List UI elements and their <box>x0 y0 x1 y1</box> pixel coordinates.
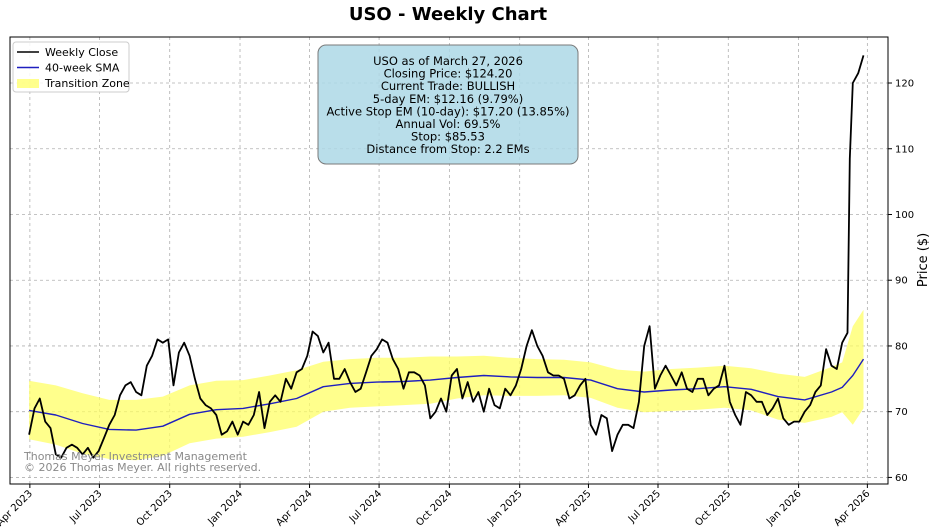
info-box-line: Annual Vol: 69.5% <box>396 117 501 131</box>
info-box-line: 5-day EM: $12.16 (9.79%) <box>373 92 523 106</box>
x-tick-label: Jan 2026 <box>764 488 804 528</box>
y-tick-label: 80 <box>895 341 908 352</box>
y-tick-label: 110 <box>895 144 914 155</box>
info-box-line: Distance from Stop: 2.2 EMs <box>366 142 529 156</box>
legend-label: 40-week SMA <box>45 62 120 75</box>
watermark: Thomas Meyer Investment Management © 202… <box>23 450 261 474</box>
y-tick-label: 60 <box>895 473 908 484</box>
series-layer <box>28 55 865 459</box>
x-tick-label: Apr 2024 <box>274 488 314 528</box>
x-tick-label: Apr 2026 <box>832 488 872 528</box>
x-tick-label: Jan 2025 <box>485 488 525 528</box>
transition-zone-layer <box>29 309 864 461</box>
x-tick-label: Oct 2025 <box>693 488 733 528</box>
legend-label: Transition Zone <box>44 77 130 90</box>
legend-swatch-transition-zone <box>17 79 39 88</box>
weekly-close-line <box>28 55 865 459</box>
y-axis-label: Price ($) <box>916 233 931 287</box>
info-box-line: Stop: $85.53 <box>411 130 485 144</box>
info-box-background <box>317 44 579 165</box>
y-tick-label: 100 <box>895 210 914 221</box>
x-tick-label: Jul 2025 <box>626 488 663 525</box>
legend-box <box>12 41 130 93</box>
y-tick-label: 70 <box>895 407 908 418</box>
info-box-line: Active Stop EM (10-day): $17.20 (13.85%) <box>326 104 569 118</box>
x-tick-label: Jul 2024 <box>347 488 384 525</box>
info-box-line: Closing Price: $124.20 <box>384 67 513 81</box>
y-tick-label: 90 <box>895 276 908 287</box>
y-tick-label: 120 <box>895 79 914 90</box>
transition-zone-band <box>29 309 864 461</box>
watermark-line-2: © 2026 Thomas Meyer. All rights reserved… <box>24 461 261 474</box>
x-tick-label: Oct 2023 <box>135 488 175 528</box>
x-tick-label: Jul 2023 <box>67 488 104 525</box>
info-box-line: Current Trade: BULLISH <box>381 79 515 93</box>
x-tick-label: Jan 2024 <box>205 488 245 528</box>
info-box-line: USO as of March 27, 2026 <box>373 54 523 68</box>
watermark-line-1: Thomas Meyer Investment Management <box>23 450 248 463</box>
x-tick-label: Oct 2024 <box>414 488 454 528</box>
legend: Weekly Close 40-week SMA Transition Zone <box>12 41 130 93</box>
x-tick-label: Apr 2025 <box>553 488 593 528</box>
sma-40-week-line <box>28 358 865 431</box>
legend-label: Weekly Close <box>45 46 118 59</box>
chart-title: USO - Weekly Chart <box>349 4 548 25</box>
x-tick-label: Apr 2023 <box>0 488 35 528</box>
